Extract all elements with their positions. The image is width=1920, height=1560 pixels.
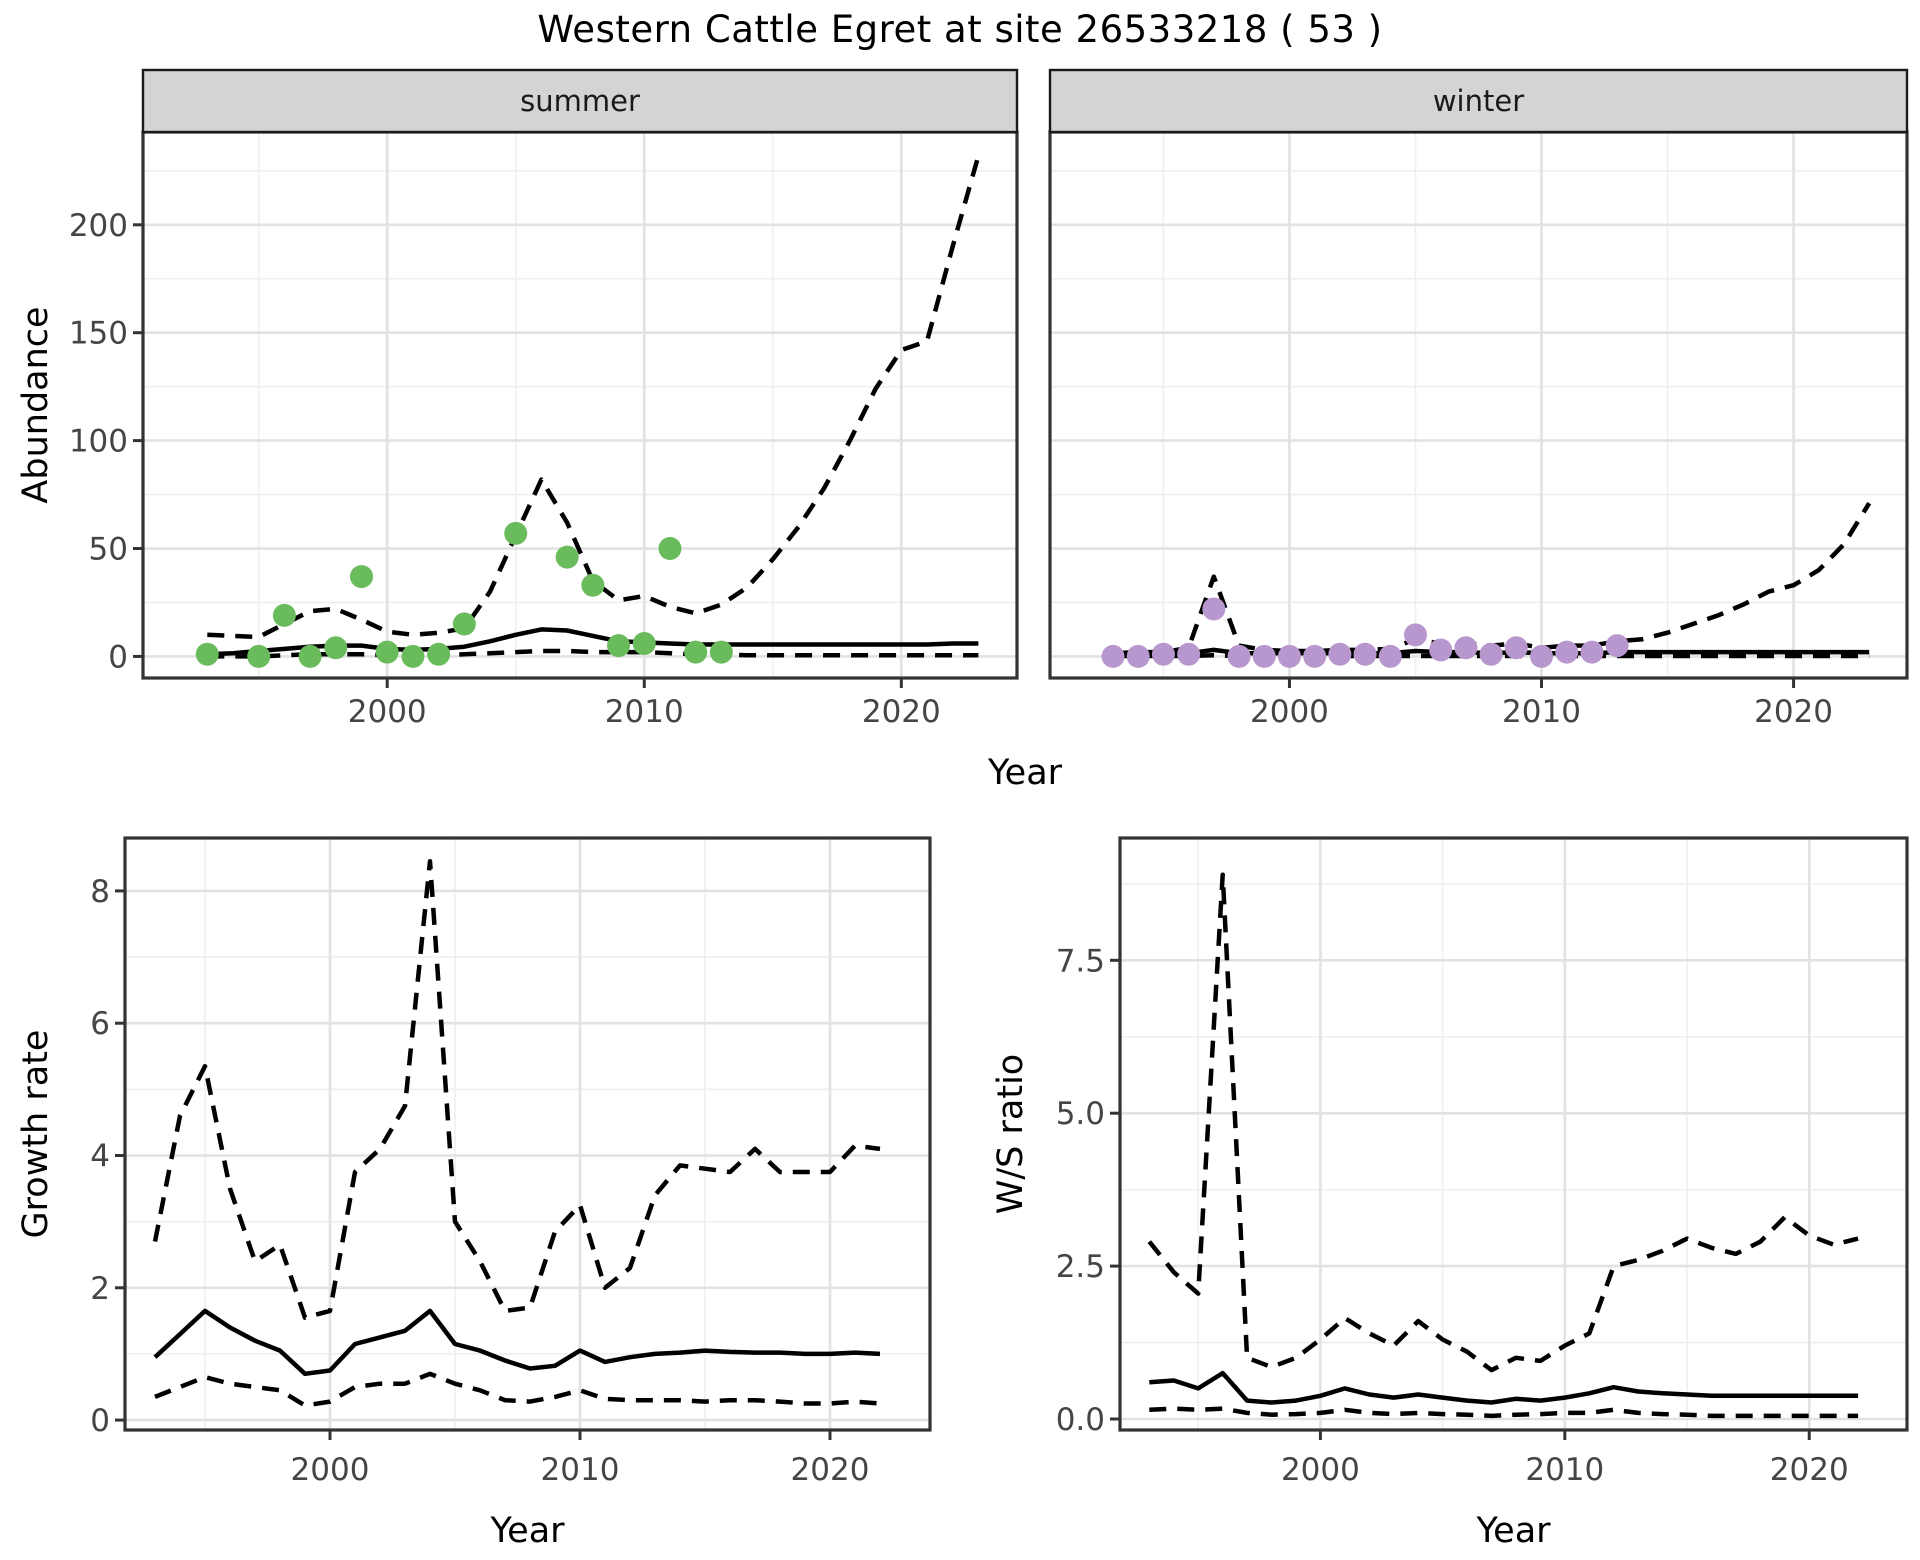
data-point	[247, 644, 271, 668]
panel-background	[1050, 132, 1907, 678]
plot-title: Western Cattle Egret at site 26533218 ( …	[537, 8, 1383, 51]
median-line	[153, 1308, 881, 1377]
data-point	[1177, 642, 1201, 666]
x-axis-title-ws-ratio: Year	[1475, 1511, 1551, 1551]
data-point	[1530, 644, 1554, 668]
y-tick-label: 2.5	[1056, 1249, 1105, 1285]
x-axis-title-growth-rate: Year	[489, 1511, 565, 1551]
upper-ci-line	[152, 858, 881, 1320]
facet-strip	[141, 68, 1019, 134]
data-point	[607, 634, 631, 658]
facet-strip	[1048, 68, 1909, 134]
facet-label: winter	[1433, 84, 1524, 118]
data-point	[1555, 640, 1579, 664]
data-point	[1605, 634, 1629, 658]
facet-label: summer	[520, 84, 640, 118]
x-tick-label: 2020	[791, 1452, 870, 1488]
y-tick-label: 7.5	[1056, 943, 1105, 979]
data-point	[1479, 642, 1503, 666]
lower-ci-line	[1149, 1406, 1859, 1419]
data-point	[1303, 644, 1327, 668]
y-tick-label: 5.0	[1056, 1096, 1105, 1132]
y-tick-label: 200	[69, 208, 128, 244]
data-point	[1277, 644, 1301, 668]
x-tick-label: 2000	[1250, 694, 1329, 730]
data-point	[427, 642, 451, 666]
y-tick-label: 150	[69, 316, 128, 352]
data-point	[1252, 644, 1276, 668]
panel-abundance-winter: winter 2000 2010 2020	[1048, 68, 1909, 730]
data-point	[1202, 597, 1226, 621]
data-point	[375, 640, 399, 664]
panel-growth-rate: 2000 2010 2020 0 2 4 6 8	[90, 836, 932, 1488]
data-point	[709, 640, 733, 664]
data-point	[1378, 644, 1402, 668]
y-tick-label: 8	[90, 874, 110, 910]
data-point	[632, 631, 656, 655]
data-point	[1328, 642, 1352, 666]
x-tick-label: 2000	[348, 694, 427, 730]
data-point	[324, 636, 348, 660]
data-point	[684, 640, 708, 664]
data-point	[350, 565, 373, 589]
y-tick-label: 2	[90, 1271, 110, 1307]
panel-border	[123, 836, 932, 1432]
x-tick-label: 2000	[291, 1452, 370, 1488]
data-point	[1504, 636, 1528, 660]
data-point	[1429, 638, 1453, 662]
data-point	[1227, 644, 1251, 668]
data-point	[1580, 640, 1604, 664]
y-tick-label: 0.0	[1056, 1402, 1105, 1438]
panel-abundance-summer: summer 2000 2010 2020 0 50 100 150 200	[69, 68, 1019, 730]
panel-ws-ratio: 2000 2010 2020 0.0 2.5 5.0 7.5	[1056, 836, 1909, 1488]
data-point	[1353, 642, 1377, 666]
data-point	[1126, 644, 1150, 668]
x-tick-label: 2010	[1525, 1452, 1604, 1488]
panel-border	[1118, 836, 1909, 1432]
panel-background	[143, 132, 1017, 678]
data-point	[452, 612, 476, 636]
data-point	[1151, 642, 1175, 666]
data-point	[1454, 636, 1478, 660]
upper-ci-line	[1147, 872, 1859, 1373]
y-tick-label: 100	[69, 424, 128, 460]
x-tick-label: 2020	[862, 694, 941, 730]
x-tick-label: 2000	[1281, 1452, 1360, 1488]
x-axis-title-top: Year	[987, 753, 1063, 793]
lower-ci-line	[154, 1371, 881, 1408]
x-tick-label: 2020	[1770, 1452, 1849, 1488]
panel-background	[125, 838, 930, 1430]
x-tick-label: 2010	[541, 1452, 620, 1488]
x-tick-label: 2010	[605, 694, 684, 730]
data-point	[272, 603, 296, 627]
y-tick-label: 0	[90, 1403, 110, 1439]
data-point	[1101, 644, 1125, 668]
y-tick-label: 0	[108, 639, 128, 675]
data-point	[401, 644, 425, 668]
data-point	[658, 537, 682, 561]
y-tick-label: 6	[90, 1006, 110, 1042]
y-tick-label: 4	[90, 1138, 110, 1174]
y-axis-title-ws-ratio: W/S ratio	[991, 1054, 1031, 1214]
x-tick-label: 2010	[1502, 694, 1581, 730]
data-point	[504, 521, 528, 545]
y-axis-title-growth-rate: Growth rate	[16, 1030, 56, 1239]
data-point	[581, 573, 605, 597]
data-point	[195, 642, 219, 666]
y-tick-label: 50	[89, 532, 128, 568]
panel-background	[1120, 838, 1907, 1430]
y-axis-title-abundance: Abundance	[16, 306, 56, 503]
median-line	[1149, 1370, 1859, 1405]
data-point	[1403, 623, 1427, 647]
upper-ci-line	[207, 155, 981, 640]
x-tick-label: 2020	[1754, 694, 1833, 730]
data-point	[298, 644, 322, 668]
data-point	[555, 545, 579, 569]
